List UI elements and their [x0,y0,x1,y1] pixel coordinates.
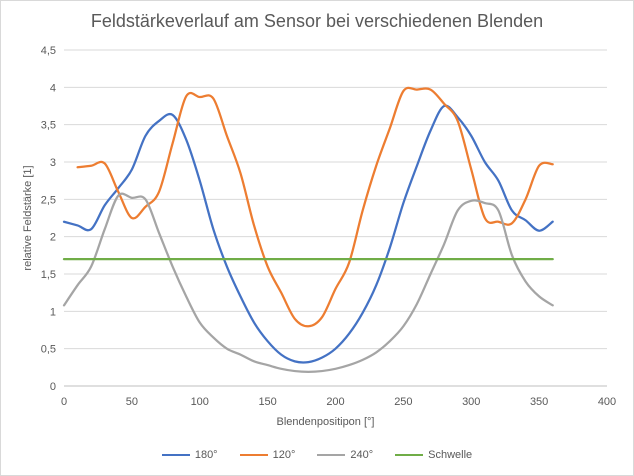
y-tick-label: 4,5 [41,45,56,57]
legend-item: Schwelle [395,449,472,461]
series-line [62,192,554,373]
x-tick-label: 50 [126,396,138,408]
x-tick-label: 250 [394,396,412,408]
y-tick-label: 4 [50,82,56,94]
x-tick-label: 0 [61,396,67,408]
legend-swatch [317,454,346,456]
legend-item: 240° [317,449,373,461]
legend-swatch [395,454,424,456]
y-tick-label: 0 [50,381,56,393]
x-tick-label: 100 [191,396,209,408]
y-axis-label: relative Feldstärke [1] [22,165,34,270]
legend-item: 180° [161,449,218,461]
x-tick-label: 150 [258,396,276,408]
y-tick-label: 1 [50,306,56,318]
x-tick-label: 200 [326,396,344,408]
x-tick-label: 300 [462,396,480,408]
chart-legend: 180° 120° 240° Schwelle [1,449,633,461]
series-line [76,86,554,328]
legend-label: Schwelle [428,449,473,461]
y-tick-label: 3,5 [41,120,56,132]
series-line [62,104,554,364]
y-tick-label: 1,5 [41,269,56,281]
legend-swatch [239,454,268,456]
legend-item: 120° [239,449,296,461]
x-tick-label: 350 [530,396,548,408]
y-tick-label: 2,5 [41,194,56,206]
x-tick-label: 400 [598,396,616,408]
legend-label: 240° [350,449,374,461]
legend-label: 180° [194,449,218,461]
x-axis-label: Blendenpositipon [°] [277,416,375,428]
legend-swatch [161,454,190,456]
chart-title: Feldstärkeverlauf am Sensor bei verschie… [90,11,544,31]
y-tick-label: 0,5 [41,344,56,356]
y-tick-label: 2 [50,232,56,244]
legend-label: 120° [272,449,296,461]
y-tick-label: 3 [50,157,56,169]
